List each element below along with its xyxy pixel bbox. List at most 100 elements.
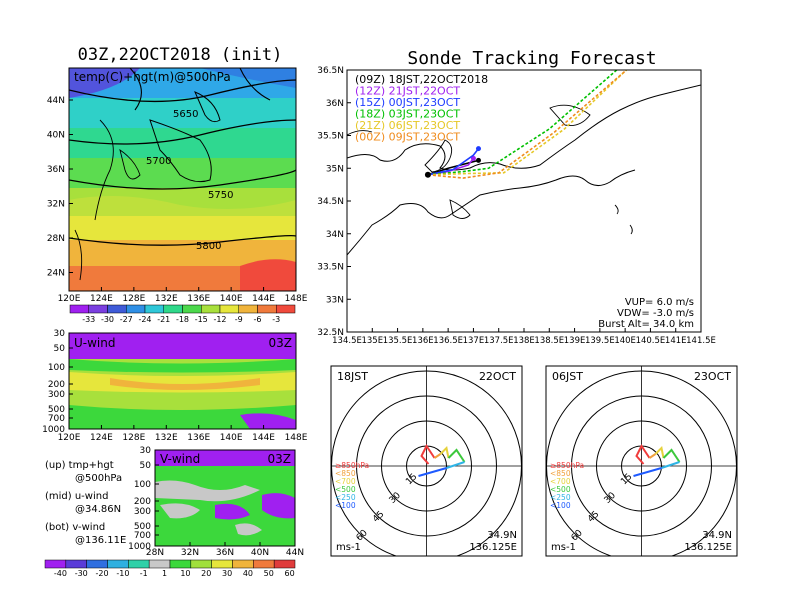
- colorbar-label: -40: [54, 569, 67, 578]
- lat-tick-label: 32.5N: [317, 328, 344, 338]
- hodo-lat: 34.9N: [487, 530, 517, 541]
- colorbar-label: -27: [120, 315, 133, 324]
- lon-tick-label: 141E: [665, 336, 687, 346]
- lon-tick-label: 144E: [252, 294, 275, 304]
- lat-tick-label: 35.5N: [317, 132, 344, 142]
- lat-tick-label: 36.5N: [317, 66, 344, 76]
- pressure-tick-label: 700: [48, 414, 65, 424]
- hodograph-segment: [447, 448, 466, 463]
- lat-tick-label: 44N: [286, 548, 304, 558]
- colorbar-label: 40: [243, 569, 253, 578]
- legend-time: 21JST,22OCT: [389, 85, 461, 98]
- legend-bot-label: (bot) v-wind: [45, 522, 105, 533]
- temp-lon-axis: 120E 124E 128E 132E 136E 140E 144E 148E: [58, 287, 308, 304]
- lon-tick-label: 144E: [252, 433, 275, 443]
- legend-mid-value: @34.86N: [75, 504, 121, 515]
- legend-entry: (18Z) 03JST,23OCT: [355, 108, 460, 121]
- legend-entry: (15Z) 00JST,23OCT: [355, 96, 460, 109]
- lon-tick-label: 132E: [155, 433, 178, 443]
- vwind-label: V-wind: [160, 452, 200, 466]
- colorbar-swatch: [44, 559, 67, 569]
- hodograph-rings: [331, 366, 522, 556]
- pressure-legend-entry: <700: [550, 477, 571, 486]
- contour-labels: 5650 5700 5750 5800: [146, 109, 233, 252]
- pressure-tick-label: 50: [54, 344, 66, 354]
- colorbar-label: -12: [213, 315, 226, 324]
- lat-tick-label: 36N: [47, 165, 65, 175]
- tracking-lat-axis: 36.5N 36N 35.5N 35N 34.5N 34N 33.5N 33N 32.5N: [317, 66, 351, 338]
- pressure-legend-entry: <100: [335, 501, 356, 510]
- pressure-tick-label: 300: [134, 507, 151, 517]
- lon-tick-label: 124E: [90, 294, 113, 304]
- vwind-field: [155, 450, 295, 546]
- lon-tick-label: 132E: [155, 294, 178, 304]
- pressure-tick-label: 100: [48, 363, 65, 373]
- colorbar-swatch: [163, 304, 183, 314]
- tracking-map: [347, 70, 701, 332]
- legend-entry: (00Z) 09JST,23OCT: [355, 131, 460, 144]
- colorbar-swatch: [148, 559, 171, 569]
- colorbar-label: 20: [201, 569, 211, 578]
- legend-entry: (21Z) 06JST,23OCT: [355, 119, 460, 132]
- lon-tick-label: 136E: [187, 433, 210, 443]
- pressure-legend-entry: <500: [335, 485, 356, 494]
- vwind-time: 03Z: [268, 452, 292, 466]
- hodo-time-label: 18JST: [337, 370, 368, 383]
- hodograph-segment: [654, 445, 665, 459]
- hodograph-segment: [662, 448, 681, 463]
- colorbar-swatch: [65, 559, 87, 569]
- hodograph-right: 06JST 23OCT15304560≥850hPa<850<700<500<25…: [545, 365, 738, 557]
- hodograph-rings: [546, 366, 737, 556]
- lat-tick-label: 32N: [181, 548, 199, 558]
- legend-code: (21Z): [355, 119, 389, 132]
- colorbar-swatch: [238, 304, 258, 314]
- colorbar-label: -30: [101, 315, 114, 324]
- lat-tick-label: 40N: [251, 548, 269, 558]
- lat-tick-label: 44N: [47, 96, 65, 106]
- colorbar-swatch: [86, 559, 108, 569]
- lon-tick-label: 140E: [614, 336, 636, 346]
- legend-time: 03JST,23OCT: [389, 108, 461, 121]
- lat-tick-label: 24N: [47, 269, 65, 279]
- pressure-tick-label: 500: [48, 405, 65, 415]
- legend-time: 09JST,23OCT: [389, 131, 461, 144]
- track-line: [427, 70, 618, 176]
- track-line: [427, 70, 628, 179]
- legend-entry: (12Z) 21JST,22OCT: [355, 85, 460, 98]
- hodograph-segment: [633, 467, 662, 477]
- temp-field: [69, 68, 296, 291]
- wind-colorbar: -40 -30 -20 -10 -1 1 10 20 30 40 50 60: [44, 559, 296, 578]
- vwind-lat-axis: 28N 32N 36N 40N 44N: [146, 542, 304, 558]
- pressure-tick-label: 1000: [42, 425, 65, 435]
- colorbar-label: -15: [195, 315, 208, 324]
- lon-tick-label: 120E: [58, 433, 81, 443]
- colorbar-swatch: [190, 559, 212, 569]
- contour-label-5750: 5750: [208, 190, 233, 201]
- lat-tick-label: 34N: [326, 230, 344, 240]
- pressure-tick-label: 1000: [128, 542, 151, 552]
- lon-tick-label: 128E: [122, 433, 145, 443]
- lon-tick-label: 148E: [285, 294, 308, 304]
- lon-tick-label: 134.5E: [332, 336, 362, 346]
- lon-tick-label: 148E: [285, 433, 308, 443]
- pressure-legend-entry: <700: [335, 477, 356, 486]
- tracking-title: Sonde Tracking Forecast: [407, 48, 656, 69]
- legend-code: (12Z): [355, 85, 389, 98]
- colorbar-label: -18: [176, 315, 189, 324]
- colorbar-swatch: [88, 304, 108, 314]
- track-endpoint: [470, 155, 476, 161]
- colorbar-swatch: [211, 559, 233, 569]
- pressure-legend-entry: <100: [550, 501, 571, 510]
- colorbar-swatch: [232, 559, 254, 569]
- pressure-tick-label: 200: [134, 497, 151, 507]
- param-vup: VUP= 6.0 m/s: [625, 297, 694, 308]
- colorbar-label: 30: [222, 569, 232, 578]
- colorbar-label: 1: [162, 569, 167, 578]
- colorbar-swatch: [126, 304, 146, 314]
- lon-tick-label: 139E: [564, 336, 586, 346]
- colorbar-label: 10: [180, 569, 190, 578]
- tracking-params: VUP= 6.0 m/s VDW= -3.0 m/s Burst Alt= 34…: [598, 297, 694, 330]
- temp-colorbar: -33 -30 -27 -24 -21 -18 -15 -12 -9 -6 -3: [69, 304, 296, 324]
